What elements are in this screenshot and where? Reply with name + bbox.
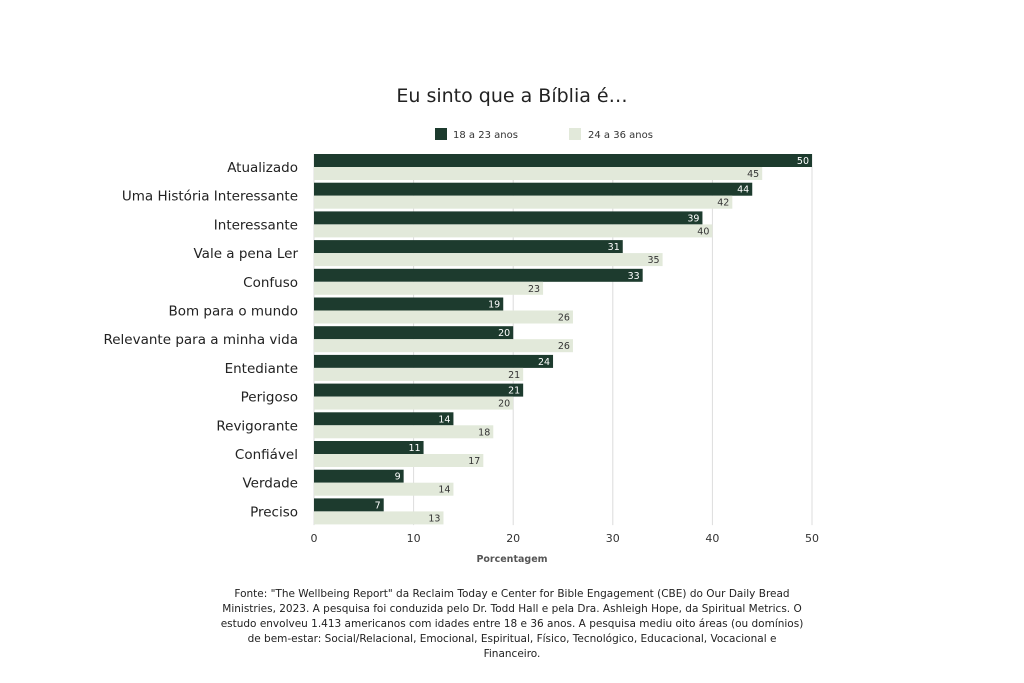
category-label: Relevante para a minha vida: [103, 332, 298, 348]
bar-series-1: [314, 211, 703, 225]
legend-swatch-series-2: [569, 128, 581, 140]
bar-value-label: 23: [528, 284, 540, 295]
legend: 18 a 23 anos 24 a 36 anos: [435, 128, 653, 141]
chart-title: Eu sinto que a Bíblia é…: [396, 85, 627, 107]
bar-series-1: [314, 441, 424, 454]
bar-value-label: 50: [797, 156, 809, 167]
bar-series-2: [314, 454, 484, 467]
bar-series-2: [314, 339, 573, 353]
category-labels: Atualizado Uma História Interessante Inter…: [103, 160, 298, 520]
bar-value-label: 20: [498, 328, 510, 339]
bar-series-1: [314, 326, 514, 340]
bar-value-label: 11: [408, 443, 420, 454]
bar-series-1: [314, 268, 643, 282]
bar-series-1: [314, 498, 384, 512]
bar-series-1: [314, 182, 753, 196]
bar-value-label: 40: [697, 226, 709, 237]
bar-series-2: [314, 310, 573, 324]
bar-series-2: [314, 511, 444, 525]
bar-value-label: 44: [737, 185, 749, 196]
bar-series-1: [314, 240, 623, 254]
x-tick-label: 50: [805, 532, 819, 545]
bar-value-label: 21: [508, 386, 520, 397]
bar-series-1: [314, 154, 812, 167]
bar-value-label: 26: [558, 341, 570, 352]
category-label: Atualizado: [227, 160, 298, 176]
bar-value-label: 33: [628, 271, 640, 282]
x-tick-label: 40: [705, 532, 719, 545]
bar-series-2: [314, 482, 454, 496]
bar-series-2: [314, 281, 544, 295]
bar-value-label: 14: [438, 485, 450, 496]
x-tick-label: 30: [606, 532, 620, 545]
bar-value-label: 39: [687, 213, 699, 224]
bar-value-label: 19: [488, 300, 500, 311]
bar-value-label: 31: [608, 242, 620, 253]
x-axis-title: Porcentagem: [476, 554, 547, 565]
legend-label-series-2: 24 a 36 anos: [588, 130, 653, 141]
bar-series-1: [314, 412, 454, 426]
x-axis-ticks: 0 10 20 30 40 50: [311, 532, 820, 545]
bar-value-label: 24: [538, 357, 550, 368]
bar-value-label: 21: [508, 370, 520, 381]
bar-value-label: 26: [558, 313, 570, 324]
bar-series-2: [314, 195, 733, 209]
bars: 50 45 44 42 39 40 31 35 33 23 19 26 20 26 24 21 21 20 14 18…: [314, 154, 812, 525]
category-label: Verdade: [242, 476, 298, 492]
bar-value-label: 42: [717, 198, 729, 209]
bar-series-2: [314, 253, 663, 267]
bar-value-label: 18: [478, 427, 490, 438]
category-label: Interessante: [214, 217, 298, 233]
bar-series-1: [314, 297, 504, 311]
bar-series-2: [314, 425, 494, 439]
legend-label-series-1: 18 a 23 anos: [453, 130, 518, 141]
bar-value-label: 13: [428, 513, 440, 524]
category-label: Confuso: [243, 275, 298, 291]
bar-value-label: 35: [648, 255, 660, 266]
bar-series-1: [314, 469, 404, 483]
bar-value-label: 9: [395, 472, 401, 483]
bar-value-label: 14: [438, 414, 450, 425]
x-tick-label: 20: [506, 532, 520, 545]
bar-series-1: [314, 354, 554, 368]
bar-series-2: [314, 396, 514, 410]
bar-series-2: [314, 167, 763, 180]
bar-series-2: [314, 367, 524, 381]
legend-swatch-series-1: [435, 128, 447, 140]
source-note: Fonte: "The Wellbeing Report" da Reclaim…: [220, 588, 804, 660]
x-tick-label: 10: [407, 532, 421, 545]
bar-value-label: 20: [498, 399, 510, 410]
bar-value-label: 17: [468, 456, 480, 467]
category-label: Confiável: [235, 447, 298, 463]
bar-series-1: [314, 383, 524, 397]
category-label: Preciso: [250, 504, 298, 520]
x-tick-label: 0: [311, 532, 318, 545]
category-label: Revigorante: [216, 418, 298, 434]
category-label: Perigoso: [241, 390, 298, 406]
category-label: Uma História Interessante: [122, 189, 298, 205]
bar-series-2: [314, 224, 713, 238]
bar-value-label: 7: [375, 500, 381, 511]
category-label: Bom para o mundo: [168, 304, 298, 320]
category-label: Vale a pena Ler: [193, 246, 298, 262]
bar-value-label: 45: [747, 169, 759, 180]
category-label: Entediante: [225, 361, 298, 377]
